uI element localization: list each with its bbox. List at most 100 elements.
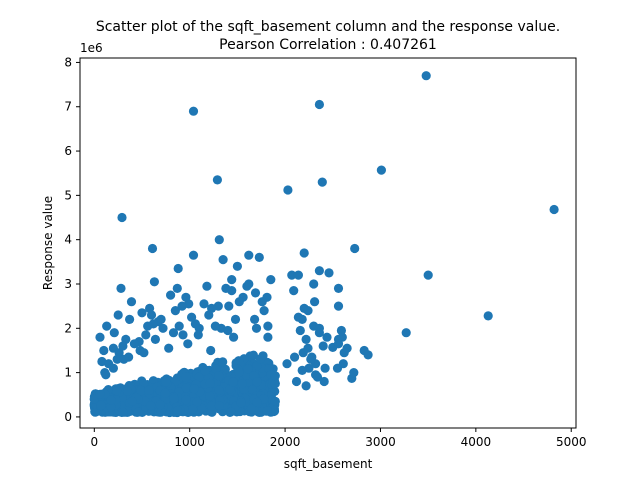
data-point: [290, 352, 300, 362]
cluster-point: [112, 386, 122, 396]
data-point: [332, 363, 343, 373]
data-point: [263, 332, 273, 342]
y-tick-label: 5: [64, 188, 72, 202]
cluster-point: [262, 406, 272, 416]
cluster-point: [206, 401, 216, 411]
data-point: [229, 332, 239, 342]
chart-subtitle: Pearson Correlation : 0.407261: [219, 37, 437, 53]
data-point: [114, 348, 124, 358]
data-point: [101, 370, 111, 380]
cluster-point: [214, 385, 224, 395]
data-point: [164, 343, 174, 353]
cluster-point: [161, 377, 171, 387]
cluster-point: [237, 379, 247, 389]
data-point: [293, 270, 303, 280]
data-point: [483, 311, 493, 321]
data-point: [333, 339, 344, 349]
data-point: [350, 243, 360, 254]
cluster-point: [248, 350, 258, 360]
cluster-point: [155, 399, 165, 410]
cluster-point: [228, 377, 238, 387]
data-point: [289, 286, 299, 296]
data-point: [199, 299, 209, 309]
data-point: [320, 363, 330, 373]
cluster-point: [127, 396, 137, 406]
data-point: [318, 341, 328, 351]
data-point: [333, 283, 344, 293]
cluster-point: [106, 395, 116, 405]
data-point: [181, 292, 191, 302]
y-tick-label: 6: [64, 144, 72, 158]
x-axis-title: sqft_basement: [284, 457, 373, 471]
dense-point-cluster: [89, 350, 280, 418]
cluster-point: [226, 407, 236, 417]
cluster-point: [133, 407, 143, 417]
data-point: [312, 372, 323, 382]
data-point: [333, 301, 344, 311]
cluster-point: [122, 386, 133, 396]
data-point: [214, 235, 224, 245]
data-point: [257, 297, 267, 307]
data-point: [224, 301, 234, 311]
cluster-point: [160, 388, 170, 398]
data-point: [221, 283, 231, 293]
data-point: [158, 323, 168, 333]
y-tick-label: 0: [64, 410, 72, 424]
data-point: [102, 321, 112, 331]
cluster-point: [95, 389, 105, 399]
data-point: [212, 175, 222, 185]
cluster-point: [270, 371, 280, 381]
data-point: [210, 321, 220, 331]
data-point: [170, 306, 180, 316]
x-tick-label: 4000: [461, 435, 492, 449]
data-point: [319, 376, 329, 387]
cluster-point: [270, 396, 280, 406]
data-point: [146, 310, 157, 320]
cluster-point: [172, 405, 183, 416]
data-point: [298, 348, 308, 358]
data-point: [173, 263, 183, 274]
data-point: [109, 328, 119, 338]
data-point: [401, 328, 411, 338]
data-point: [188, 250, 199, 260]
data-point: [314, 266, 324, 276]
x-tick-label: 3000: [365, 435, 396, 449]
data-point: [301, 334, 311, 344]
data-point: [116, 283, 126, 293]
cluster-point: [243, 364, 253, 374]
y-tick-label: 3: [64, 277, 72, 291]
data-point: [125, 314, 135, 324]
scatter-points: [95, 71, 559, 391]
data-point: [168, 328, 179, 338]
data-point: [293, 312, 303, 322]
data-point: [234, 297, 244, 307]
data-point: [193, 330, 203, 340]
cluster-point: [118, 407, 128, 417]
data-point: [421, 71, 431, 81]
y-tick-label: 2: [64, 321, 72, 335]
cluster-point: [189, 384, 199, 394]
data-point: [166, 290, 176, 300]
data-point: [295, 325, 305, 336]
cluster-point: [136, 385, 146, 396]
y-tick-label: 4: [64, 233, 72, 247]
data-point: [309, 279, 319, 289]
x-axis: 0 1000 2000 3000 4000 5000: [90, 428, 587, 449]
data-point: [339, 348, 349, 358]
data-point: [349, 368, 359, 378]
data-point: [147, 243, 158, 254]
y-axis: 0 1 2 3 4 5 6 7 8: [64, 55, 80, 424]
data-point: [282, 359, 292, 369]
data-point: [95, 332, 105, 342]
data-point: [549, 204, 559, 215]
data-point: [172, 283, 182, 293]
data-point: [227, 275, 237, 285]
cluster-point: [225, 384, 235, 394]
data-point: [150, 334, 160, 344]
data-point: [207, 303, 217, 313]
data-point: [259, 306, 269, 316]
cluster-point: [270, 379, 280, 389]
plot-frame: [79, 57, 577, 429]
cluster-point: [234, 367, 244, 378]
